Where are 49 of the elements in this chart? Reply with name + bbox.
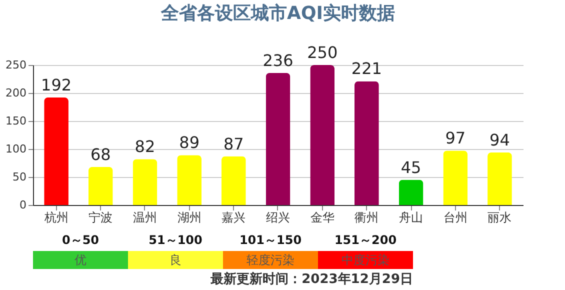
bar bbox=[177, 155, 202, 205]
data-label: 192 bbox=[41, 75, 72, 94]
x-tick-label: 宁波 bbox=[88, 210, 113, 224]
bar bbox=[266, 72, 290, 205]
data-label: 87 bbox=[223, 134, 244, 154]
bar bbox=[221, 156, 246, 205]
bar bbox=[310, 65, 335, 205]
data-label: 97 bbox=[445, 128, 466, 148]
y-tick-label: 200 bbox=[6, 86, 26, 100]
y-tick-label: 250 bbox=[6, 58, 26, 72]
data-label: 82 bbox=[134, 137, 156, 156]
category-label: 中度污染 bbox=[342, 253, 390, 267]
text: 101～150 bbox=[239, 233, 302, 247]
x-tick-label: 温州 bbox=[132, 210, 157, 224]
x-tick-label: 衢州 bbox=[354, 210, 379, 224]
data-label: 236 bbox=[262, 50, 294, 70]
data-label: 89 bbox=[179, 133, 200, 152]
x-tick-label: 杭州 bbox=[43, 210, 68, 224]
data-label: 94 bbox=[490, 130, 510, 150]
bar bbox=[88, 166, 113, 205]
bar bbox=[44, 97, 68, 205]
x-tick-label: 金华 bbox=[310, 210, 334, 224]
bar bbox=[132, 159, 158, 205]
y-tick-label: 100 bbox=[6, 142, 26, 156]
bar bbox=[354, 81, 379, 205]
x-tick-label: 嘉兴 bbox=[222, 210, 246, 224]
text: 51～100 bbox=[148, 233, 202, 247]
chart-title: 全省各设区城市AQI实时数据 bbox=[160, 3, 395, 24]
data-label: 250 bbox=[307, 43, 338, 62]
x-tick-label: 舟山 bbox=[399, 210, 424, 224]
text: 0～50 bbox=[62, 233, 100, 247]
category-label: 优 bbox=[74, 253, 86, 267]
x-tick-label: 湖州 bbox=[177, 210, 202, 224]
x-tick-label: 绍兴 bbox=[266, 210, 290, 224]
bar bbox=[443, 150, 468, 205]
x-tick-label: 台州 bbox=[443, 210, 468, 224]
x-tick-label: 丽水 bbox=[488, 210, 512, 224]
category-label: 轻度污染 bbox=[246, 253, 294, 267]
y-tick-label: 150 bbox=[6, 114, 26, 128]
data-label: 45 bbox=[400, 158, 422, 177]
y-tick-label: 50 bbox=[12, 170, 26, 184]
category-label: 良 bbox=[170, 253, 182, 267]
y-tick-label: 0 bbox=[20, 198, 26, 212]
text: 最新更新时间：2023年12月29日 bbox=[210, 271, 413, 287]
data-label: 221 bbox=[351, 59, 382, 78]
bar bbox=[398, 180, 424, 205]
data-label: 68 bbox=[90, 144, 111, 164]
text: 151～200 bbox=[334, 233, 397, 247]
bar bbox=[488, 152, 512, 205]
